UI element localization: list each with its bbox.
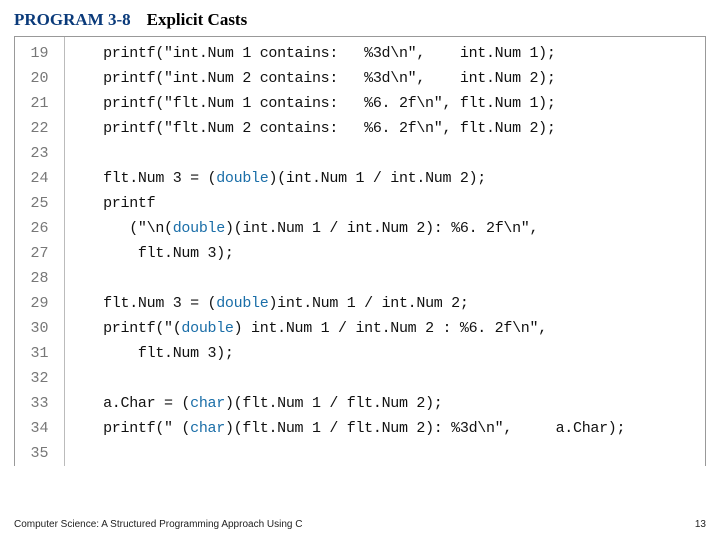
footer-page-number: 13	[695, 519, 706, 530]
line-number: 20	[15, 66, 64, 91]
line-number: 30	[15, 316, 64, 341]
line-number: 34	[15, 416, 64, 441]
code-line: printf	[77, 191, 705, 216]
code-line: printf("(double) int.Num 1 / int.Num 2 :…	[77, 316, 705, 341]
line-number: 24	[15, 166, 64, 191]
line-number: 35	[15, 441, 64, 466]
code-line	[77, 366, 705, 391]
line-number: 26	[15, 216, 64, 241]
line-number: 33	[15, 391, 64, 416]
code-line: printf("flt.Num 2 contains: %6. 2f\n", f…	[77, 116, 705, 141]
code-line: flt.Num 3);	[77, 241, 705, 266]
line-number: 21	[15, 91, 64, 116]
program-title: Explicit Casts	[147, 10, 248, 30]
program-header: PROGRAM 3-8 Explicit Casts	[0, 0, 720, 36]
code-line: flt.Num 3 = (double)int.Num 1 / int.Num …	[77, 291, 705, 316]
program-label: PROGRAM 3-8	[14, 10, 131, 30]
code-line: printf("int.Num 1 contains: %3d\n", int.…	[77, 41, 705, 66]
line-number: 32	[15, 366, 64, 391]
slide-footer: Computer Science: A Structured Programmi…	[14, 519, 706, 530]
code-line: a.Char = (char)(flt.Num 1 / flt.Num 2);	[77, 391, 705, 416]
line-number: 27	[15, 241, 64, 266]
line-number: 29	[15, 291, 64, 316]
code-line: flt.Num 3);	[77, 341, 705, 366]
code-area: printf("int.Num 1 contains: %3d\n", int.…	[65, 37, 705, 466]
line-number: 23	[15, 141, 64, 166]
line-number: 22	[15, 116, 64, 141]
line-number: 25	[15, 191, 64, 216]
code-line	[77, 141, 705, 166]
line-number-gutter: 1920212223242526272829303132333435	[15, 37, 65, 466]
footer-book-title: Computer Science: A Structured Programmi…	[14, 519, 302, 530]
code-line	[77, 441, 705, 466]
code-line	[77, 266, 705, 291]
line-number: 28	[15, 266, 64, 291]
code-line: printf("flt.Num 1 contains: %6. 2f\n", f…	[77, 91, 705, 116]
code-line: printf(" (char)(flt.Num 1 / flt.Num 2): …	[77, 416, 705, 441]
code-line: ("\n(double)(int.Num 1 / int.Num 2): %6.…	[77, 216, 705, 241]
code-line: flt.Num 3 = (double)(int.Num 1 / int.Num…	[77, 166, 705, 191]
code-line: printf("int.Num 2 contains: %3d\n", int.…	[77, 66, 705, 91]
line-number: 31	[15, 341, 64, 366]
code-listing: 1920212223242526272829303132333435 print…	[14, 36, 706, 466]
line-number: 19	[15, 41, 64, 66]
